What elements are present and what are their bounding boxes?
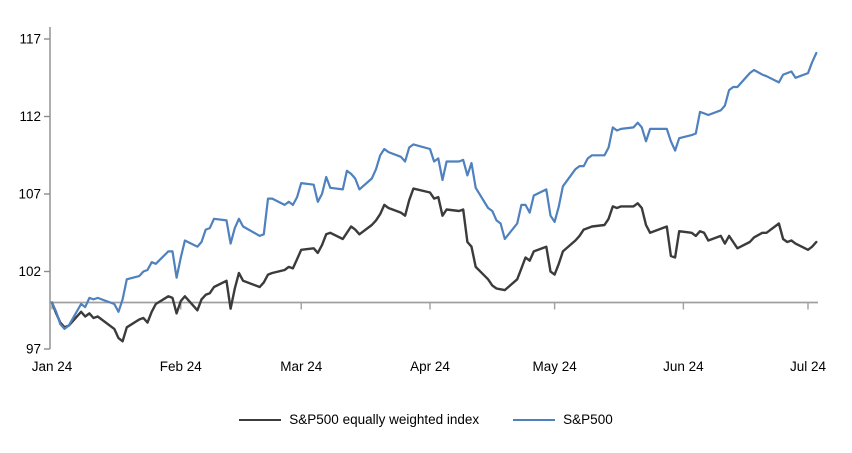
line-chart: 97 102 107 112 117 Jan 24 Feb 24 Mar 24 Apr 24 M…: [18, 27, 827, 374]
legend-label-sp500: S&P500: [563, 412, 613, 427]
x-axis-tick-label: Jan 24: [32, 359, 73, 374]
x-axis-tick-label: Jun 24: [663, 359, 704, 374]
equal-weight-line: [50, 187, 818, 343]
legend-item-equal-weight: S&P500 equally weighted index: [239, 412, 479, 427]
y-axis-tick-label: 107: [18, 187, 41, 202]
x-axis-baseline-group: [50, 301, 818, 310]
sp500-line: [50, 51, 818, 330]
y-axis-tick-label: 102: [18, 264, 41, 279]
sp500-line-swatch: [513, 418, 556, 421]
x-axis-tick-label: Jul 24: [790, 359, 827, 374]
legend-label-equal-weight: S&P500 equally weighted index: [289, 412, 480, 427]
x-axis-tick-label: Mar 24: [280, 359, 323, 374]
y-axis-group: 97 102 107 112 117: [18, 27, 51, 357]
x-axis-tick-label: May 24: [532, 359, 577, 374]
equal-weight-line-swatch: [239, 418, 282, 421]
y-axis-tick-label: 97: [26, 342, 41, 357]
y-axis-tick-label: 117: [19, 32, 41, 47]
legend-item-sp500: S&P500: [513, 412, 613, 427]
y-axis-tick-label: 112: [19, 109, 41, 124]
chart-legend: S&P500 equally weighted index S&P500: [0, 412, 852, 427]
x-axis-tick-label: Feb 24: [160, 359, 203, 374]
x-axis-labels-group: Jan 24 Feb 24 Mar 24 Apr 24 May 24 Jun 24 Jul …: [32, 359, 827, 374]
x-axis-tick-label: Apr 24: [410, 359, 450, 374]
series-lines-group: [50, 51, 818, 343]
